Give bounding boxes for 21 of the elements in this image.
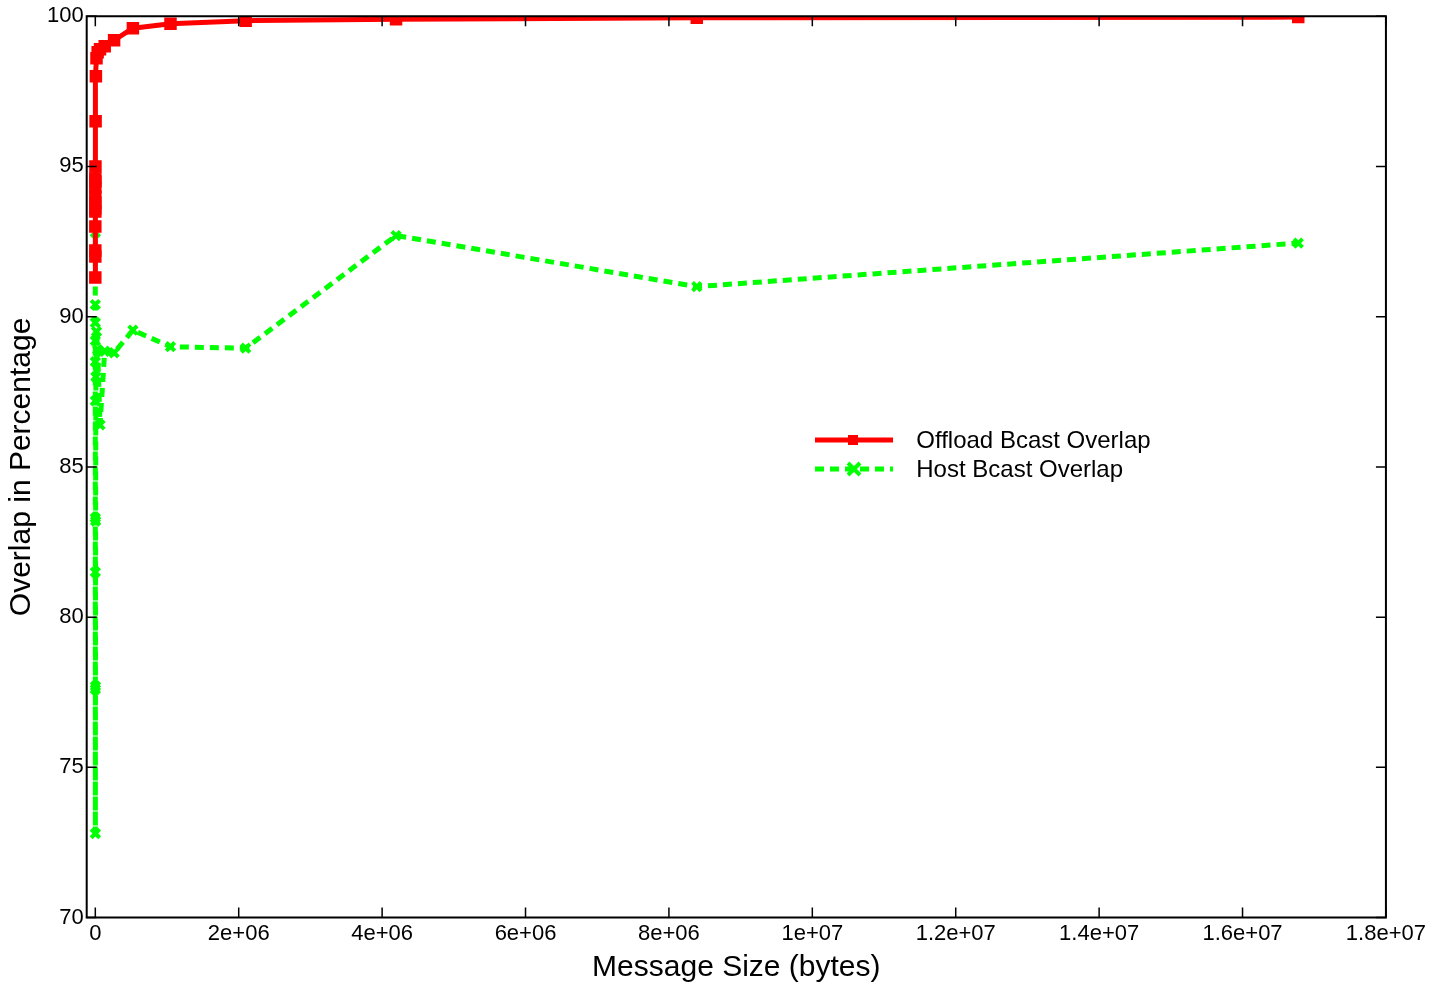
- y-tick-label: 100: [46, 2, 84, 28]
- x-tick-label: 1.2e+07: [915, 919, 996, 945]
- x-axis-title: Message Size (bytes): [592, 949, 881, 983]
- x-tick-label: 1.8e+07: [1345, 919, 1426, 945]
- x-tick-label: 4e+06: [351, 919, 414, 945]
- x-tick-label: 6e+06: [494, 919, 557, 945]
- x-tick-label: 0: [89, 919, 102, 945]
- legend-label: Offload Bcast Overlap: [916, 426, 1151, 455]
- y-tick-label: 80: [59, 603, 84, 629]
- y-tick-label: 90: [59, 302, 84, 328]
- y-axis-title: Overlap in Percentage: [3, 317, 37, 617]
- x-tick-label: 1.6e+07: [1202, 919, 1283, 945]
- y-tick-label: 70: [59, 903, 84, 929]
- x-tick-label: 1.4e+07: [1059, 919, 1140, 945]
- y-tick-label: 75: [59, 753, 84, 779]
- x-tick-label: 2e+06: [207, 919, 270, 945]
- x-tick-label: 1e+07: [781, 919, 844, 945]
- y-tick-label: 85: [59, 452, 84, 478]
- legend-label: Host Bcast Overlap: [916, 455, 1124, 484]
- x-tick-label: 8e+06: [638, 919, 700, 945]
- y-tick-label: 95: [59, 152, 84, 178]
